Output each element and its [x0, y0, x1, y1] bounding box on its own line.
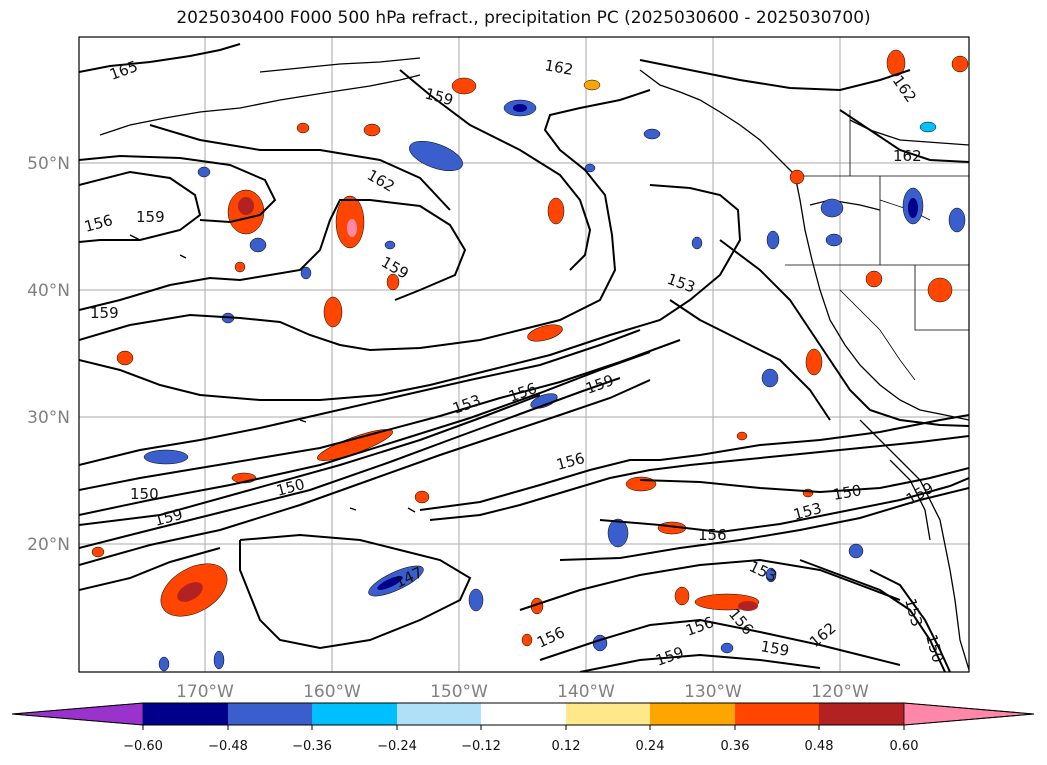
colorbar-segment — [228, 703, 312, 725]
contour-label: 159 — [759, 637, 790, 660]
colorbar-segment — [312, 703, 397, 725]
lat-tick-label: 30°N — [27, 408, 70, 428]
colorbar-segment — [735, 703, 819, 725]
latitude-ticks: 50°N 40°N 30°N 20°N — [27, 154, 70, 555]
colorbar-label: 0.48 — [805, 739, 834, 754]
lon-tick-label: 160°W — [303, 682, 361, 702]
lon-tick-label: 140°W — [557, 682, 615, 702]
colorbar-label: 0.24 — [636, 739, 665, 754]
lat-tick-label: 50°N — [27, 154, 70, 174]
coastlines — [99, 57, 969, 671]
colorbar-label: 0.12 — [552, 739, 581, 754]
map-title: 2025030400 F000 500 hPa refract., precip… — [176, 8, 871, 28]
contour-label: 156 — [698, 526, 727, 544]
gridlines — [79, 37, 969, 672]
colorbar-label: −0.48 — [208, 739, 248, 754]
colorbar-high-extension — [903, 702, 1035, 726]
colorbar-low-extension — [11, 702, 144, 726]
contour-label: 162 — [543, 56, 574, 79]
colorbar-label: −0.12 — [461, 739, 501, 754]
lon-tick-label: 120°W — [811, 682, 869, 702]
colorbar-segment — [566, 703, 650, 725]
colorbar-ticks — [142, 725, 905, 730]
map-area: 165 162 159 162 162 156 159 162 159 153 … — [78, 36, 970, 673]
contour-label: 162 — [893, 147, 922, 165]
contour-label: 150 — [130, 485, 159, 503]
lon-tick-label: 150°W — [430, 682, 488, 702]
colorbar-segment — [819, 703, 904, 725]
map-frame — [78, 36, 970, 673]
colorbar-segment — [397, 703, 481, 725]
longitude-ticks: 170°W 160°W 150°W 140°W 130°W 120°W — [176, 682, 869, 702]
colorbar-label: −0.24 — [377, 739, 417, 754]
colorbar-label: 0.36 — [721, 739, 750, 754]
contour-label: 159 — [136, 208, 165, 226]
colorbar-label: −0.36 — [292, 739, 332, 754]
colorbar-label: 0.60 — [890, 739, 919, 754]
colorbar-segment — [143, 703, 228, 725]
contour-label: 159 — [90, 304, 119, 322]
colorbar-segment — [650, 703, 735, 725]
lat-tick-label: 40°N — [27, 281, 70, 301]
precipitation-shading — [91, 49, 969, 672]
refractivity-contours — [79, 43, 969, 672]
lon-tick-label: 170°W — [176, 682, 234, 702]
lat-tick-label: 20°N — [27, 535, 70, 555]
lon-tick-label: 130°W — [684, 682, 742, 702]
colorbar: −0.60 −0.48 −0.36 −0.24 −0.12 0.12 0.24 … — [11, 702, 1035, 754]
colorbar-segment — [481, 703, 566, 725]
colorbar-label: −0.60 — [123, 739, 163, 754]
political-borders — [785, 110, 969, 381]
contour-label: 150 — [832, 481, 863, 504]
